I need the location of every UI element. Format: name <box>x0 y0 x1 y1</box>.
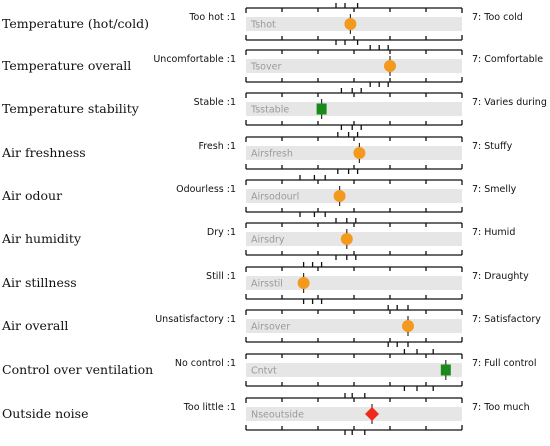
high-anchor-label: 7: Stuffy <box>472 141 513 152</box>
item-label: Temperature (hot/cold) <box>2 16 149 31</box>
scale-row: Air humidity Dry :1 7: Humid Airsdry <box>1 218 515 260</box>
variable-code-label: Airsfresh <box>251 149 293 160</box>
scale-row: Temperature (hot/cold) Too hot :1 7: Too c… <box>2 3 523 45</box>
mean-marker-diamond <box>365 407 379 421</box>
mean-marker-circle <box>340 233 353 245</box>
scale-row: Air freshness Fresh :1 7: Stuffy Airsfresh <box>1 132 513 174</box>
high-anchor-label: 7: Full control <box>472 358 536 369</box>
low-anchor-label: Stable :1 <box>194 97 236 108</box>
item-label: Air stillness <box>1 275 77 290</box>
variable-code-label: Airsstil <box>251 279 283 290</box>
high-anchor-label: 7: Too much <box>472 402 530 413</box>
item-label: Temperature overall <box>2 58 131 73</box>
mean-marker-circle <box>297 277 310 289</box>
scale-track <box>246 407 462 421</box>
scale-row: Air stillness Still :1 7: Draughty Airsstil <box>1 262 529 304</box>
item-label: Air humidity <box>1 231 82 246</box>
low-anchor-label: Unsatisfactory :1 <box>155 314 236 325</box>
variable-code-label: Cntvt <box>251 366 277 377</box>
variable-code-label: Airsdry <box>251 235 285 246</box>
high-anchor-label: 7: Draughty <box>472 271 529 282</box>
variable-code-label: Airsodourl <box>251 192 299 203</box>
mean-marker-circle <box>353 147 366 159</box>
variable-code-label: Tsover <box>250 62 281 73</box>
low-anchor-label: Dry :1 <box>207 227 236 238</box>
mean-marker-circle <box>333 190 346 202</box>
scale-track <box>246 59 462 73</box>
high-anchor-label: 7: Comfortable <box>472 54 543 65</box>
mean-marker-circle <box>402 320 414 332</box>
variable-code-label: Airsover <box>251 322 290 333</box>
scale-track <box>246 232 462 246</box>
scale-row: Outside noise Too little :1 7: Too much Nse… <box>2 393 530 435</box>
high-anchor-label: 7: Satisfactory <box>472 314 541 325</box>
low-anchor-label: Odourless :1 <box>176 184 236 195</box>
mean-marker-square <box>316 103 327 115</box>
low-anchor-label: Too little :1 <box>183 402 236 413</box>
scale-row: Temperature overall Uncomfortable :1 7: Co… <box>2 45 543 87</box>
scale-row: Control over ventilation No control :1 7: … <box>2 349 536 391</box>
scale-track <box>246 363 462 377</box>
item-label: Outside noise <box>2 406 89 421</box>
low-anchor-label: No control :1 <box>175 358 236 369</box>
scale-row: Air odour Odourless :1 7: Smelly Airsodourl <box>1 175 517 217</box>
scale-row: Temperature stability Stable :1 7: Varies … <box>2 88 550 130</box>
mean-marker-square <box>440 364 451 376</box>
low-anchor-label: Too hot :1 <box>188 12 236 23</box>
item-label: Temperature stability <box>2 101 140 116</box>
high-anchor-label: 7: Humid <box>472 227 515 238</box>
mean-marker-circle <box>344 18 357 30</box>
variable-code-label: Tshot <box>250 20 276 31</box>
variable-code-label: Nseoutside <box>251 410 304 421</box>
mean-marker-circle <box>384 60 396 72</box>
high-anchor-label: 7: Too cold <box>472 12 523 23</box>
low-anchor-label: Uncomfortable :1 <box>153 54 236 65</box>
item-label: Air overall <box>1 318 68 333</box>
item-label: Control over ventilation <box>2 362 153 377</box>
high-anchor-label: 7: Smelly <box>472 184 517 195</box>
low-anchor-label: Fresh :1 <box>198 141 236 152</box>
low-anchor-label: Still :1 <box>206 271 236 282</box>
high-anchor-label: 7: Varies during day <box>472 97 550 108</box>
item-label: Air freshness <box>1 145 86 160</box>
scale-track <box>246 102 462 116</box>
scale-track <box>246 189 462 203</box>
item-label: Air odour <box>1 188 62 203</box>
variable-code-label: Tsstable <box>250 105 289 116</box>
scale-row: Air overall Unsatisfactory :1 7: Satisfact… <box>1 305 541 347</box>
